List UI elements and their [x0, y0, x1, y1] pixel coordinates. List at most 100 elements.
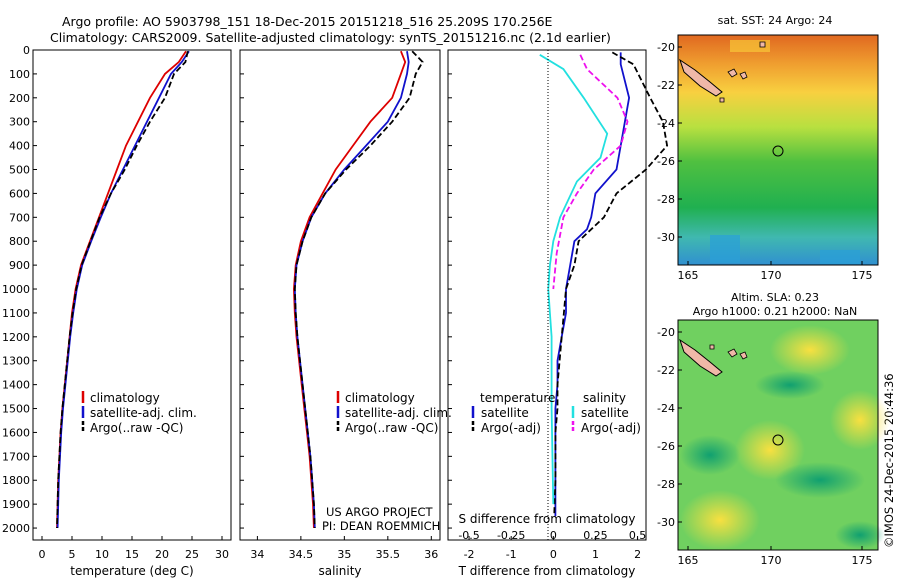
- series-line-temperature-satellite: [554, 52, 631, 517]
- sla-map-title1: Altim. SLA: 0.23: [731, 291, 819, 304]
- difference-plot-frame: [447, 49, 647, 541]
- y-tick-label: 1500: [2, 403, 30, 416]
- map-y-tick-label: -20: [657, 326, 675, 339]
- legend-label-satellite: satellite-adj. clim.: [90, 406, 197, 420]
- small-island: [759, 41, 766, 48]
- series-line-salinity-argo-adj: [552, 54, 629, 290]
- sla-low-blob: [680, 435, 740, 475]
- x-tick-label: 5: [69, 548, 76, 561]
- map-x-tick-label: 175: [852, 554, 873, 567]
- map-y-tick-label: -30: [657, 231, 675, 244]
- y-tick-label: 1100: [2, 307, 30, 320]
- y-tick-label: 1400: [2, 379, 30, 392]
- y-tick-label: 1700: [2, 450, 30, 463]
- s-tick-label: -0.25: [497, 529, 525, 542]
- map-y-tick-label: -28: [657, 478, 675, 491]
- copyright-stamp: ©IMOS 24-Dec-2015 20:44:36: [882, 373, 896, 548]
- new-caledonia-island: [679, 58, 723, 97]
- series-line-salinity-satellite: [539, 54, 609, 505]
- temperature-legend: climatology satellite-adj. clim. Argo(..…: [81, 391, 197, 435]
- loyalty-islands: [719, 68, 748, 103]
- map-y-tick-label: -22: [657, 79, 675, 92]
- legend-label-satellite: satellite-adj. clim.: [345, 406, 452, 420]
- map-y-tick-label: -26: [657, 440, 675, 453]
- sst-field: [678, 35, 878, 265]
- y-tick-label: 200: [9, 92, 30, 105]
- map-x-tick-label: 165: [678, 554, 699, 567]
- x-tick-label: 2: [634, 548, 641, 561]
- sla-high-blob: [735, 420, 805, 480]
- y-tick-label: 600: [9, 187, 30, 200]
- salinity-legend: climatology satellite-adj. clim. Argo(..…: [336, 391, 452, 435]
- header-line1: Argo profile: AO 5903798_151 18-Dec-2015…: [62, 14, 553, 29]
- legend-title-temperature: temperature: [480, 391, 555, 405]
- credit-pi: PI: DEAN ROEMMICH: [322, 519, 440, 533]
- x-tick-label: 34.5: [289, 548, 314, 561]
- legend-label-argo: Argo(..raw -QC): [345, 421, 438, 435]
- sst-map-frame: [677, 34, 879, 266]
- y-tick-label: 1000: [2, 283, 30, 296]
- temperature-x-label: temperature (deg C): [70, 564, 193, 578]
- argo-float-marker: [772, 145, 784, 157]
- header-line2: Climatology: CARS2009. Satellite-adjuste…: [50, 30, 611, 45]
- difference-x-label: T difference from climatology: [458, 564, 636, 578]
- x-tick-label: 35.5: [376, 548, 401, 561]
- x-tick-label: 25: [185, 548, 199, 561]
- map-x-tick-label: 165: [678, 269, 699, 282]
- y-tick-label: 300: [9, 116, 30, 129]
- temperature-plot-frame: [32, 49, 232, 541]
- legend-label-climatology: climatology: [345, 391, 415, 405]
- map-y-tick-label: -30: [657, 516, 675, 529]
- y-tick-label: 1900: [2, 498, 30, 511]
- series-line-argo-raw-qc: [56, 51, 189, 529]
- sla-low-blob: [775, 462, 865, 498]
- map-y-tick-label: -28: [657, 193, 675, 206]
- y-tick-label: 2000: [2, 522, 30, 535]
- legend-label-temp-satellite: satellite: [481, 406, 529, 420]
- sla-high-blob: [770, 325, 850, 375]
- sla-low-blob: [755, 371, 825, 399]
- sla-map-title2: Argo h1000: 0.21 h2000: NaN: [693, 305, 858, 318]
- map-y-tick-label: -26: [657, 155, 675, 168]
- difference-legend: temperature salinity satellite Argo(-adj…: [471, 391, 641, 435]
- series-line-temperature-argo-adj: [553, 51, 669, 517]
- legend-label-argo: Argo(..raw -QC): [90, 421, 183, 435]
- y-tick-label: 100: [9, 68, 30, 81]
- series-line-satellite-adj-clim: [56, 50, 190, 529]
- y-tick-label: 1200: [2, 331, 30, 344]
- sst-patch: [820, 250, 860, 264]
- map-y-tick-label: -20: [657, 41, 675, 54]
- sst-map: [677, 34, 879, 266]
- sla-low-blob: [835, 521, 885, 549]
- map-x-tick-label: 170: [761, 554, 782, 567]
- sla-map-frame: [677, 319, 879, 551]
- salinity-difference-ticks: -0.5 -0.25 0 0.25 0.5: [458, 529, 646, 542]
- new-caledonia-island: [679, 338, 723, 377]
- y-tick-label: 700: [9, 211, 30, 224]
- credit-project: US ARGO PROJECT: [326, 505, 434, 519]
- x-tick-label: 30: [215, 548, 229, 561]
- sla-high-blob: [680, 490, 760, 550]
- tick-layer: 0100200300400500600700800900100011001200…: [2, 44, 641, 561]
- legend-label-sal-satellite: satellite: [581, 406, 629, 420]
- sla-map: [677, 319, 890, 551]
- series-line-argo-raw-qc: [293, 50, 424, 529]
- difference-x-label-top: S difference from climatology: [459, 512, 636, 526]
- y-tick-label: 1300: [2, 355, 30, 368]
- x-tick-label: 34: [250, 548, 264, 561]
- x-tick-label: 36: [424, 548, 438, 561]
- x-tick-label: -2: [464, 548, 475, 561]
- sst-map-title: sat. SST: 24 Argo: 24: [718, 14, 833, 27]
- series-layer: [56, 50, 669, 529]
- argo-float-marker: [772, 434, 784, 446]
- map-y-tick-label: -22: [657, 364, 675, 377]
- sst-patch: [710, 235, 740, 263]
- s-tick-label: 0.5: [629, 529, 647, 542]
- sla-map-ticks: 165 170 175 -20 -22 -24 -26 -28 -30: [657, 326, 872, 567]
- y-tick-label: 1600: [2, 426, 30, 439]
- y-tick-label: 800: [9, 235, 30, 248]
- x-tick-label: 1: [592, 548, 599, 561]
- x-tick-label: 10: [95, 548, 109, 561]
- s-tick-label: -0.5: [458, 529, 479, 542]
- sla-high-blob: [830, 390, 890, 450]
